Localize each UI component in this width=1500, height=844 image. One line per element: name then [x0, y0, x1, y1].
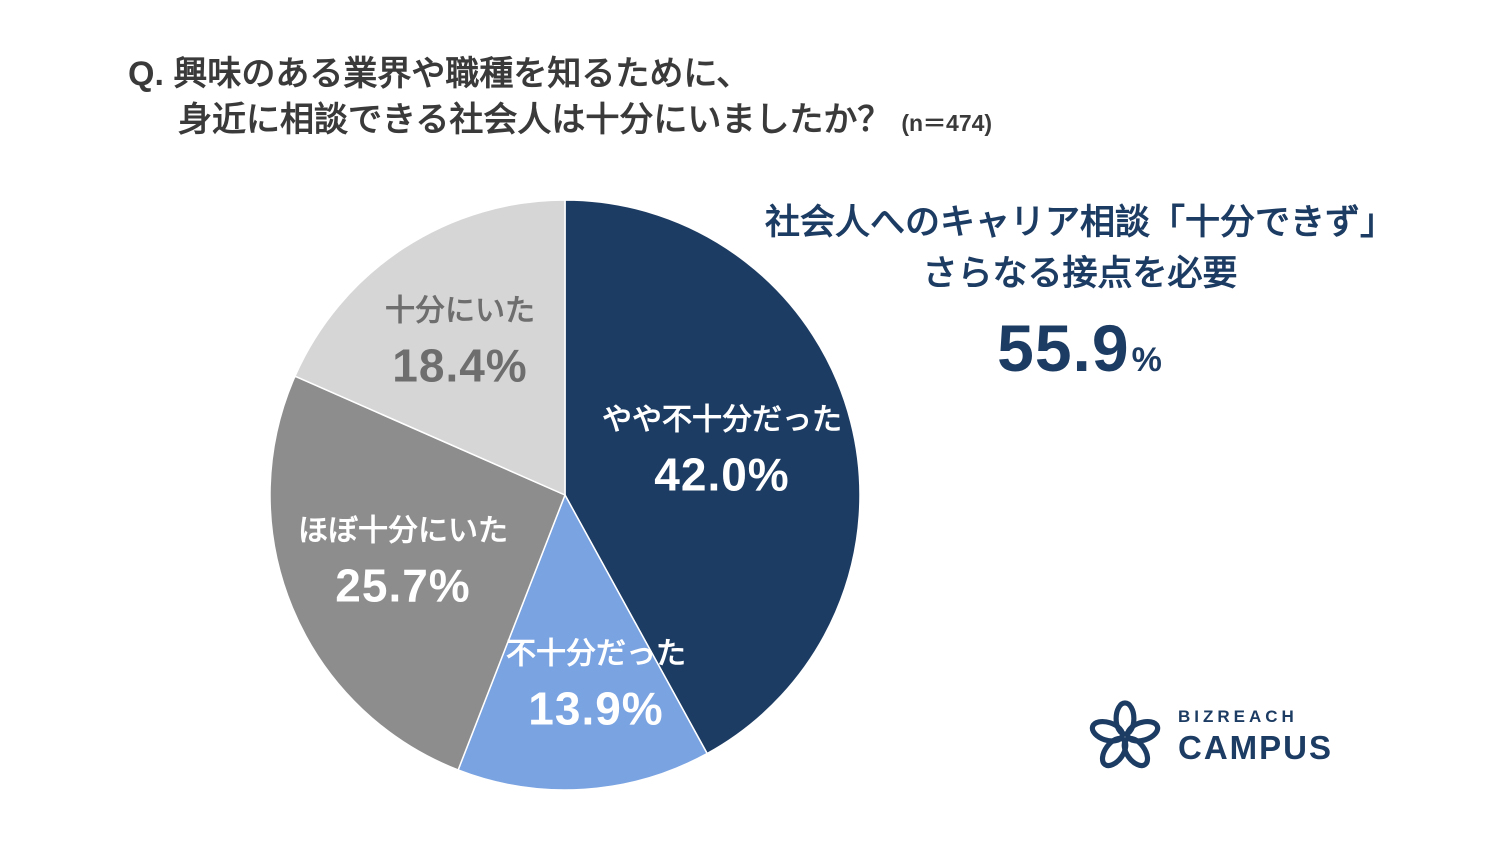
question-title: Q. 興味のある業界や職種を知るために、 身近に相談できる社会人は十分にいました…	[128, 52, 992, 144]
pie-chart-svg	[269, 199, 861, 791]
slice-label-2: ほぼ十分にいた 25.7%	[298, 514, 508, 611]
pie-slice-0	[564, 199, 861, 755]
logo-text-campus: CAMPUS	[1178, 729, 1334, 766]
key-finding-line2: さらなる接点を必要	[922, 253, 1238, 293]
logo-text-bizreach: BIZREACH	[1178, 707, 1298, 726]
question-line2: 身近に相談できる社会人は十分にいましたか？	[178, 100, 892, 139]
key-finding-line1: 社会人へのキャリア相談「十分できず」	[764, 203, 1395, 242]
bizreach-campus-logo: BIZREACH CAMPUS	[1088, 700, 1333, 774]
slice-2-name: ほぼ十分にいた	[298, 514, 508, 548]
slice-3-name: 十分にいた	[385, 294, 535, 328]
slice-0-percent: 42.0%	[654, 447, 790, 500]
sample-size: (n＝474)	[901, 109, 993, 136]
slice-3-percent: 18.4%	[392, 338, 528, 391]
key-finding-value: 55.9	[997, 310, 1130, 385]
pie-chart: やや不十分だった 42.0% 不十分だった 13.9% ほぼ十分にいた 25.7…	[267, 197, 863, 793]
slice-1-name: 不十分だった	[506, 637, 686, 671]
key-finding: 社会人へのキャリア相談「十分できず」 さらなる接点を必要 55.9%	[740, 198, 1420, 386]
key-finding-unit: %	[1131, 340, 1163, 379]
pie-slice-2	[269, 375, 566, 771]
slice-1-percent: 13.9%	[528, 681, 664, 734]
slice-2-percent: 25.7%	[335, 558, 471, 611]
pie-slice-1	[457, 493, 709, 791]
slice-label-0: やや不十分だった 42.0%	[602, 403, 842, 500]
pie-slice-3	[294, 199, 566, 497]
slice-label-3: 十分にいた 18.4%	[385, 294, 535, 391]
question-line1: Q. 興味のある業界や職種を知るために、	[128, 55, 751, 93]
flower-icon	[1089, 700, 1161, 769]
slice-label-1: 不十分だった 13.9%	[506, 637, 686, 734]
slice-0-name: やや不十分だった	[602, 403, 842, 437]
